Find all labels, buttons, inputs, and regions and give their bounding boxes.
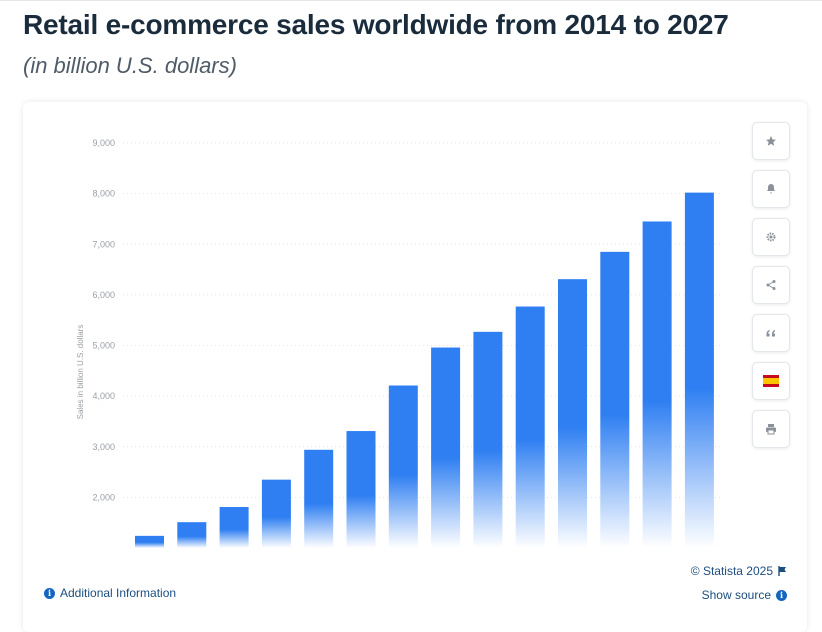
additional-information-link[interactable]: i Additional Information xyxy=(44,586,176,600)
show-source-link[interactable]: Show source i xyxy=(702,588,787,602)
info-icon: i xyxy=(44,587,55,599)
bar-2017[interactable] xyxy=(261,479,291,548)
share-icon xyxy=(766,280,776,290)
bar-2018[interactable] xyxy=(304,449,334,548)
star-icon xyxy=(766,136,776,146)
bar-2020[interactable] xyxy=(388,385,418,548)
gear-icon xyxy=(766,232,776,242)
notify-button[interactable] xyxy=(752,170,790,208)
print-icon xyxy=(766,424,776,435)
chart-card: 2,000 3,000 4,000 5,000 6,000 7,000 8,000 9,000… xyxy=(23,102,807,632)
show-source-label: Show source xyxy=(701,588,771,602)
y-tick-label: 7,000 xyxy=(92,239,115,249)
bar-2024[interactable] xyxy=(558,279,587,548)
y-axis-label: Sales in billion U.S. dollars xyxy=(76,325,85,420)
share-button[interactable] xyxy=(752,266,790,304)
bar-2019[interactable] xyxy=(346,431,376,548)
info-icon: i xyxy=(776,589,787,601)
copyright-line[interactable]: © Statista 2025 xyxy=(691,564,787,578)
favorite-button[interactable] xyxy=(752,122,790,160)
page-subtitle: (in billion U.S. dollars) xyxy=(23,53,237,78)
y-tick-label: 6,000 xyxy=(92,290,115,300)
bell-icon xyxy=(767,184,775,194)
bar-chart: 2,000 3,000 4,000 5,000 6,000 7,000 8,000 9,000… xyxy=(76,138,723,549)
bar-2014[interactable] xyxy=(135,535,164,548)
bar-2022[interactable] xyxy=(473,331,503,548)
bar-2015[interactable] xyxy=(177,522,207,548)
y-tick-label: 9,000 xyxy=(92,138,115,148)
bar-2027[interactable] xyxy=(684,192,714,549)
y-tick-label: 4,000 xyxy=(92,391,115,401)
y-tick-label: 5,000 xyxy=(92,341,115,351)
copyright-text: © Statista 2025 xyxy=(690,564,773,578)
bar-2021[interactable] xyxy=(431,347,461,548)
bar-2023[interactable] xyxy=(515,306,545,548)
language-button[interactable] xyxy=(752,362,790,400)
bar-2025[interactable] xyxy=(600,251,630,548)
quote-icon xyxy=(766,330,775,337)
top-divider xyxy=(0,0,822,6)
print-button[interactable] xyxy=(752,410,790,448)
chart-toolbar xyxy=(752,122,790,458)
y-tick-label: 8,000 xyxy=(92,189,115,199)
settings-button[interactable] xyxy=(752,218,790,256)
page-title: Retail e-commerce sales worldwide from 2… xyxy=(23,9,729,40)
bar-2016[interactable] xyxy=(219,506,249,548)
flag-icon xyxy=(778,566,786,576)
y-tick-label: 3,000 xyxy=(92,442,115,452)
y-tick-label: 2,000 xyxy=(92,492,115,502)
additional-information-label: Additional Information xyxy=(60,586,177,600)
cite-button[interactable] xyxy=(752,314,790,352)
spain-flag-icon xyxy=(763,375,779,387)
bar-2026[interactable] xyxy=(642,221,672,548)
